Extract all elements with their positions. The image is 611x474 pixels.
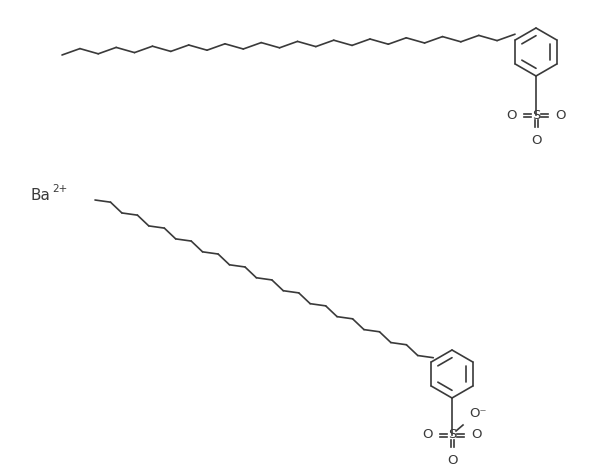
Text: 2+: 2+ — [52, 184, 67, 194]
Text: O: O — [507, 109, 517, 121]
Text: O: O — [422, 428, 433, 441]
Text: O: O — [555, 109, 566, 121]
Text: Ba: Ba — [30, 188, 50, 202]
Text: S: S — [532, 109, 540, 121]
Text: O: O — [531, 134, 541, 147]
Text: O: O — [447, 454, 457, 467]
Text: S: S — [448, 428, 456, 441]
Text: O: O — [471, 428, 481, 441]
Text: O⁻: O⁻ — [469, 407, 486, 420]
